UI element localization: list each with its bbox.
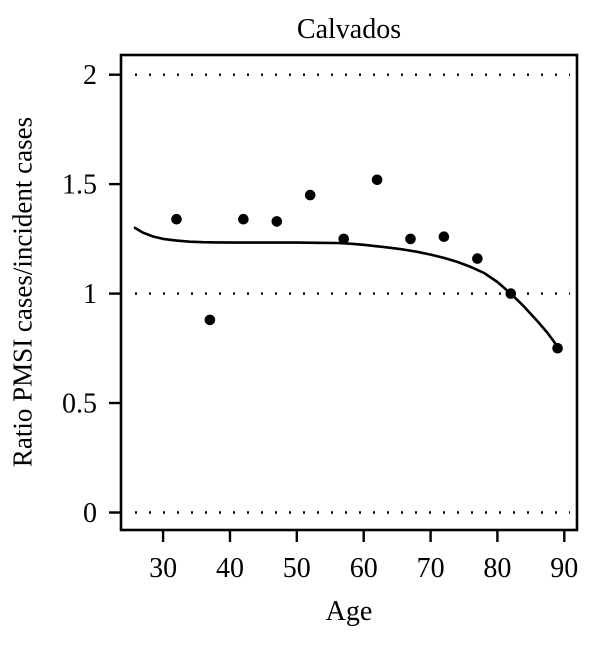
data-point-age-82 [505,288,517,299]
data-point-age-57 [338,233,350,245]
data-point-age-32 [171,213,182,225]
fit-curve [133,226,559,348]
data-point-age-62 [371,174,383,186]
x-tick-label-40: 40 [216,553,244,584]
x-tick-label-90: 90 [550,553,578,584]
y-tick-label-1.5: 1.5 [62,170,97,201]
x-tick-label-30: 30 [149,553,177,584]
data-point-age-52 [304,189,316,201]
data-point-age-89 [552,343,563,354]
y-tick-label-0.5: 0.5 [62,389,97,420]
y-tick-label-2: 2 [83,60,97,91]
x-tick-label-80: 80 [483,553,511,584]
y-tick-label-1: 1 [83,279,97,310]
data-point-age-47 [271,216,283,227]
data-point-age-42 [238,213,249,225]
x-tick-label-70: 70 [417,553,445,584]
data-point-age-77 [472,253,483,264]
y-tick-label-0: 0 [83,498,97,529]
data-point-age-72 [438,231,450,242]
data-point-age-67 [405,233,416,245]
chart-title: Calvados [296,14,402,45]
x-axis-title: Age [325,596,373,627]
x-tick-label-50: 50 [283,553,311,584]
x-tick-label-60: 60 [350,553,378,584]
data-point-age-37 [204,314,216,326]
